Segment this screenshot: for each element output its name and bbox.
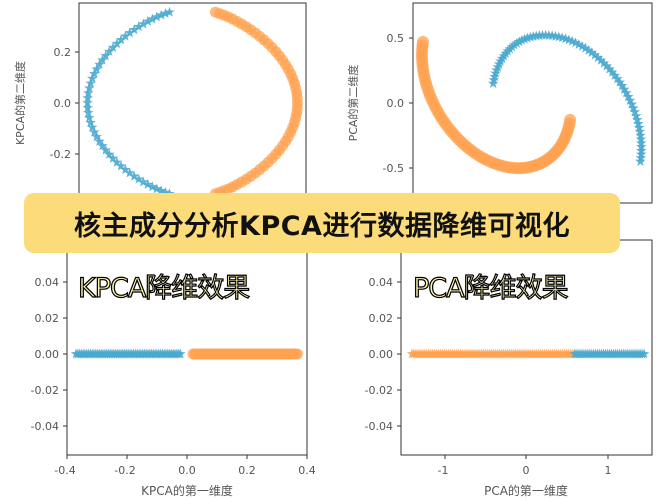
y-tick-label: -0.02 [31,384,59,397]
kpca-result-label: KPCA降维效果 [77,272,251,304]
y-ticks: 0.2 0.0 -0.2 [50,46,79,161]
x-tick-label: -0.4 [54,464,75,477]
y-ticks: 0.04 0.02 0.00 -0.02 -0.04 [31,276,67,433]
y-tick-label: -0.2 [50,148,71,161]
circle-marker [416,35,429,48]
y-tick-label: 0.0 [387,97,405,110]
y-axis-label: PCA的第二维度 [346,65,360,142]
x-tick-label: 0.4 [298,464,316,477]
y-tick-label: 0.04 [35,276,60,289]
x-tick-label: 0.0 [178,464,196,477]
x-tick-label: 0 [523,464,530,477]
y-axis-label: KPCA的第二维度 [13,61,27,145]
x-axis-label: PCA的第一维度 [484,483,568,498]
chart-kpca-2d: 0.2 0.0 -0.2 KPCA的第二维度 [13,2,307,204]
y-tick-label: 0.04 [369,276,394,289]
y-tick-label: 0.5 [387,32,405,45]
axes-frame [66,239,308,456]
y-tick-label: -0.04 [365,420,393,433]
y-tick-label: 0.0 [54,97,72,110]
chart-kpca-1d: 0.04 0.02 0.00 -0.02 -0.04 -0.4 -0.2 0.0… [31,239,316,498]
y-tick-label: -0.02 [365,384,393,397]
scatter-points [416,29,647,175]
scatter-points [70,348,303,360]
axes-frame [400,239,653,456]
x-tick-label: -0.2 [114,464,135,477]
y-ticks: 0.04 0.02 0.00 -0.02 -0.04 [365,276,401,433]
y-ticks: 0.5 0.0 -0.5 [383,32,413,175]
x-axis-label: KPCA的第一维度 [141,483,233,498]
axes-frame [412,2,653,204]
circle-marker [291,348,303,360]
y-tick-label: 0.2 [54,46,72,59]
x-ticks: -0.4 -0.2 0.0 0.2 0.4 [54,455,316,477]
scatter-points [82,6,303,200]
banner-title: 核主成分分析KPCA进行数据降维可视化 [74,210,570,242]
title-banner: 核主成分分析KPCA进行数据降维可视化 [24,193,620,253]
y-tick-label: -0.04 [31,420,59,433]
x-ticks: -1 0 1 [438,455,612,477]
y-tick-label: 0.00 [369,348,394,361]
x-tick-label: -1 [438,464,449,477]
x-tick-label: 0.2 [238,464,256,477]
y-tick-label: -0.5 [383,162,404,175]
axes-frame [78,2,307,204]
chart-pca-2d: 0.5 0.0 -0.5 PCA的第二维度 [346,2,653,204]
x-tick-label: 1 [605,464,612,477]
y-tick-label: 0.00 [35,348,60,361]
y-tick-label: 0.02 [369,312,394,325]
pca-result-label: PCA降维效果 [412,272,569,304]
chart-pca-1d: 0.04 0.02 0.00 -0.02 -0.04 -1 0 1 PCA的第一… [365,239,653,498]
y-tick-label: 0.02 [35,312,60,325]
